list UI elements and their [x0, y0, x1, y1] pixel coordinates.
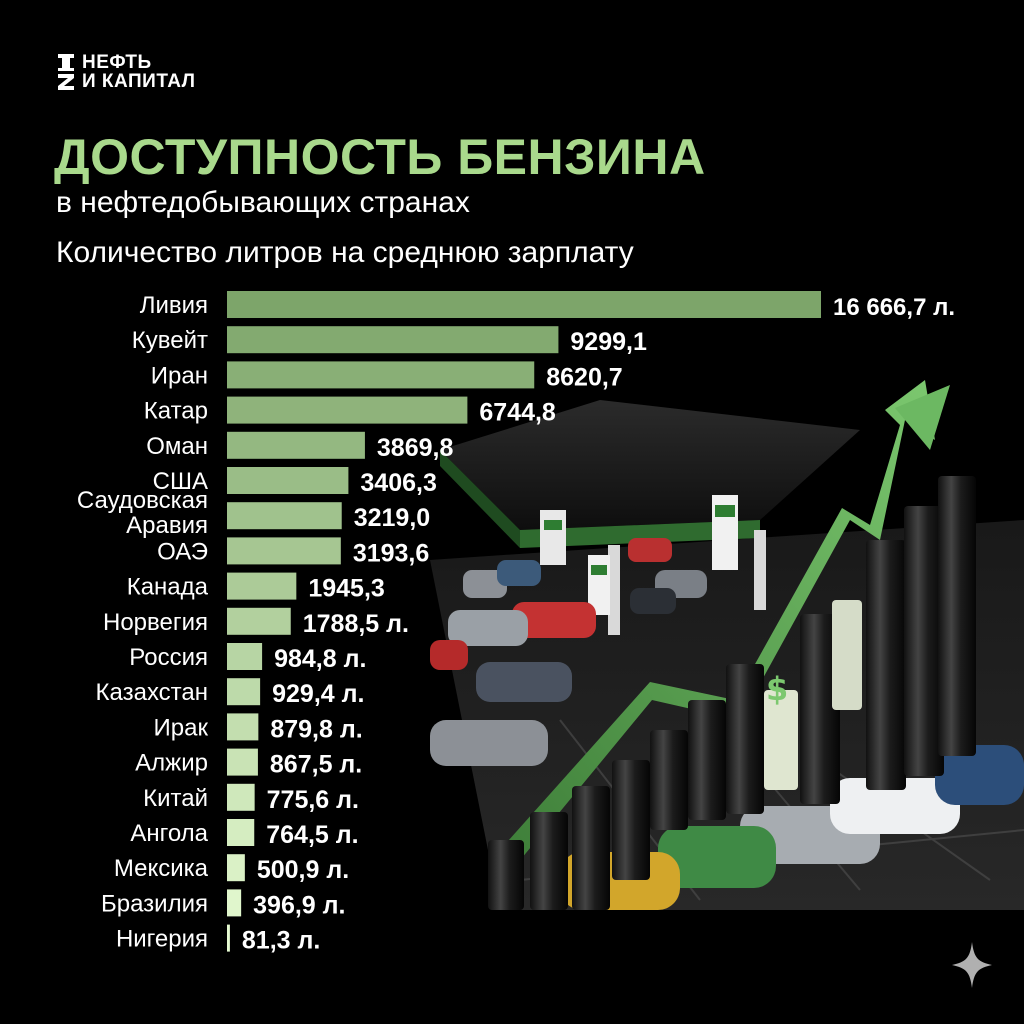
value-label-13: 867,5 л.: [270, 751, 362, 779]
bar-6: [227, 502, 342, 530]
bar-7: [227, 537, 341, 565]
category-label-6: Саудовская Аравия: [77, 487, 208, 539]
value-label-1: 9299,1: [570, 328, 647, 356]
brand-logo: НЕФТЬ И КАПИТАЛ: [56, 52, 196, 92]
logo-icon: [56, 52, 76, 92]
bar-8: [227, 572, 297, 600]
sparkle-icon: [952, 942, 992, 988]
value-label-14: 775,6 л.: [267, 786, 359, 814]
bar-9: [227, 607, 291, 635]
value-label-15: 764,5 л.: [266, 821, 358, 849]
bar-1: [227, 326, 559, 354]
bar-10: [227, 643, 263, 670]
category-label-8: Канада: [127, 574, 209, 601]
bar-11: [227, 678, 261, 706]
bar-16: [227, 854, 245, 882]
bar-13: [227, 748, 258, 776]
value-label-6: 3219,0: [354, 504, 430, 532]
value-label-18: 81,3 л.: [242, 927, 320, 955]
value-label-10: 984,8 л.: [274, 645, 366, 673]
value-label-17: 396,9 л.: [253, 891, 345, 919]
category-label-9: Норвегия: [103, 609, 208, 636]
value-label-9: 1788,5 л.: [303, 610, 409, 638]
bar-5: [227, 467, 349, 494]
category-label-10: Россия: [129, 644, 208, 671]
bar-15: [227, 819, 255, 846]
bar-2: [227, 361, 535, 389]
value-label-12: 879,8 л.: [270, 715, 362, 743]
bar-12: [227, 713, 259, 741]
value-label-3: 6744,8: [479, 399, 556, 427]
bar-0: [227, 291, 821, 318]
page-subtitle: в нефтедобывающих странах: [56, 186, 470, 219]
bar-4: [227, 431, 365, 459]
category-label-16: Мексика: [114, 855, 209, 882]
value-label-11: 929,4 л.: [272, 680, 364, 708]
category-label-3: Катар: [144, 398, 208, 425]
value-label-16: 500,9 л.: [257, 856, 349, 884]
category-label-2: Иран: [151, 362, 208, 389]
bar-14: [227, 783, 255, 811]
category-label-4: Оман: [146, 433, 208, 460]
category-label-17: Бразилия: [101, 890, 208, 917]
category-label-14: Китай: [143, 785, 208, 812]
bar-17: [227, 889, 242, 917]
page-title: ДОСТУПНОСТЬ БЕНЗИНА: [54, 129, 706, 185]
svg-text:$: $: [766, 670, 788, 708]
value-label-0: 16 666,7 л.: [833, 294, 955, 321]
category-label-11: Казахстан: [96, 679, 208, 706]
value-label-2: 8620,7: [546, 363, 622, 391]
category-label-15: Ангола: [130, 820, 208, 847]
chart-subtitle: Количество литров на среднюю зарплату: [56, 236, 634, 269]
category-label-7: ОАЭ: [157, 538, 208, 565]
value-label-5: 3406,3: [360, 469, 436, 497]
logo-line-2: И КАПИТАЛ: [82, 71, 196, 92]
category-label-18: Нигерия: [116, 926, 208, 953]
category-label-12: Ирак: [154, 714, 209, 741]
bar-3: [227, 396, 468, 424]
value-label-8: 1945,3: [308, 575, 384, 603]
category-label-13: Алжир: [135, 750, 208, 777]
category-label-5: США: [153, 468, 208, 495]
value-label-7: 3193,6: [353, 539, 429, 567]
value-label-4: 3869,8: [377, 434, 454, 462]
bar-18: [227, 924, 230, 952]
category-label-0: Ливия: [140, 292, 208, 319]
logo-line-1: НЕФТЬ: [82, 52, 152, 73]
category-label-1: Кувейт: [132, 327, 208, 354]
